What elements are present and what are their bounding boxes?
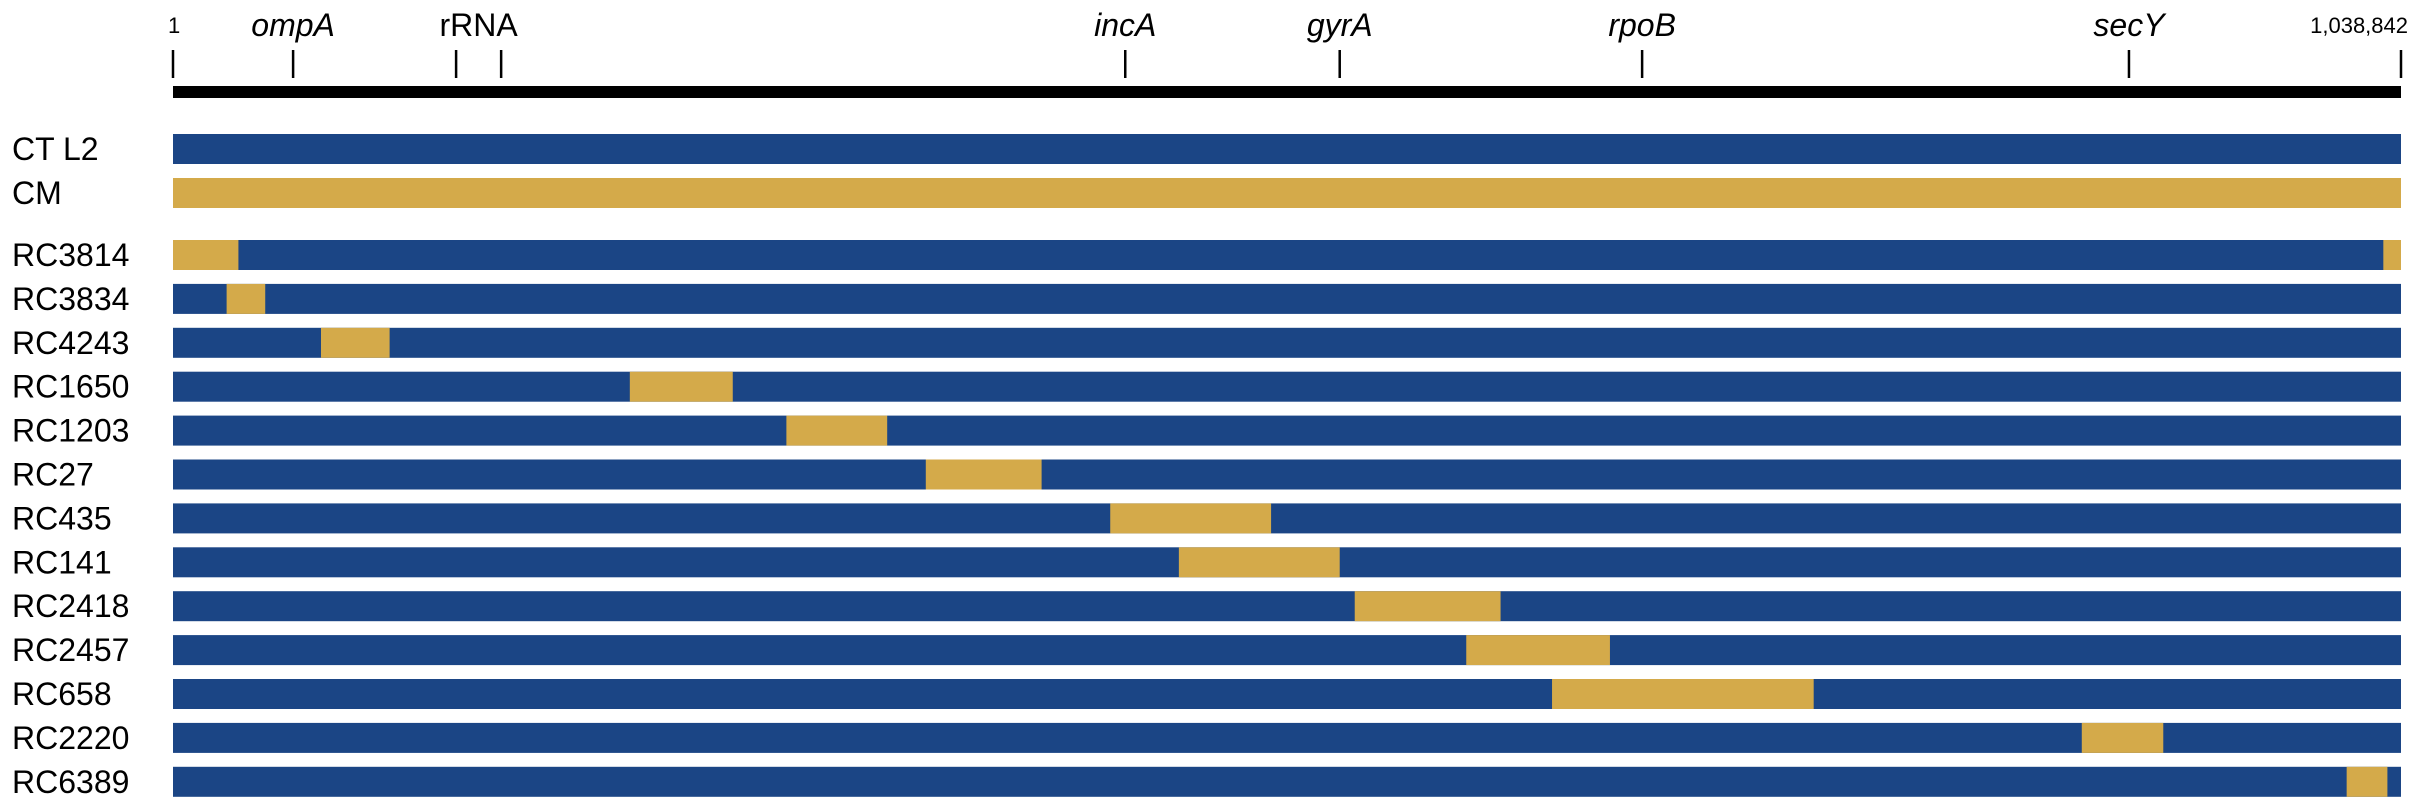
locus-incA: incA <box>1094 7 1156 78</box>
track-rc435: RC435 <box>12 500 2401 536</box>
track-bar <box>173 283 2401 314</box>
track-rc2220: RC2220 <box>12 720 2401 756</box>
track-bar <box>173 635 2401 666</box>
recombinant-segment <box>1178 547 1340 578</box>
track-rc3834: RC3834 <box>12 281 2401 317</box>
track-rc3814: RC3814 <box>12 237 2401 273</box>
genome-end-label: 1,038,842 <box>2310 13 2408 38</box>
track-bar <box>173 240 2401 270</box>
locus-label: rRNA <box>440 7 519 43</box>
locus-label: incA <box>1094 7 1156 43</box>
genome-axis-bar <box>173 86 2401 98</box>
track-label: RC435 <box>12 500 112 536</box>
track-rc1203: RC1203 <box>12 413 2401 449</box>
track-label: RC27 <box>12 457 94 493</box>
recombinant-segment <box>1110 503 1272 534</box>
track-rc2418: RC2418 <box>12 588 2401 624</box>
recombinant-segment <box>925 459 1042 490</box>
recombinant-segment <box>2081 722 2164 753</box>
track-label: RC141 <box>12 544 112 580</box>
locus-label: ompA <box>251 7 335 43</box>
track-rc658: RC658 <box>12 676 2401 712</box>
track-bar <box>173 415 2401 446</box>
track-cm: CM <box>12 175 2401 211</box>
locus-rRNA: rRNA <box>440 7 519 78</box>
gene-markers: ompA rRNA incA gyrA rpoB secY <box>251 7 2167 78</box>
locus-label: gyrA <box>1307 7 1373 43</box>
strain-tracks: CT L2 CM RC3814 RC3834 RC4243 RC1650 RC1203 RC2… <box>12 131 2401 800</box>
recombinant-segment <box>1552 679 1814 709</box>
recombinant-segment <box>2346 766 2388 797</box>
track-bar <box>173 327 2401 358</box>
locus-label: secY <box>2093 7 2167 43</box>
track-bar <box>173 459 2401 490</box>
track-bar <box>173 503 2401 534</box>
recombinant-segment <box>629 371 733 402</box>
track-label: RC3834 <box>12 281 129 317</box>
track-ct-l2: CT L2 <box>12 131 2401 167</box>
track-rc4243: RC4243 <box>12 325 2401 361</box>
track-bar <box>173 591 2401 622</box>
track-rc27: RC27 <box>12 457 2401 493</box>
track-bar <box>173 134 2401 164</box>
track-label: RC1650 <box>12 369 129 405</box>
track-rc6389: RC6389 <box>12 764 2401 800</box>
locus-rpoB: rpoB <box>1608 7 1676 78</box>
track-label: RC2220 <box>12 720 129 756</box>
recombinant-segment <box>1354 591 1501 622</box>
track-label: CT L2 <box>12 131 99 167</box>
locus-gyrA: gyrA <box>1307 7 1373 78</box>
genome-start-label: 1 <box>168 13 180 38</box>
track-label: CM <box>12 175 62 211</box>
recombinant-segment <box>2383 240 2401 270</box>
locus-label: rpoB <box>1608 7 1676 43</box>
track-label: RC1203 <box>12 413 129 449</box>
track-label: RC4243 <box>12 325 129 361</box>
recombinant-segment <box>320 327 390 358</box>
track-label: RC658 <box>12 676 112 712</box>
track-rc2457: RC2457 <box>12 632 2401 668</box>
track-label: RC2457 <box>12 632 129 668</box>
locus-ompA: ompA <box>251 7 335 78</box>
track-bar <box>173 722 2401 753</box>
track-rc141: RC141 <box>12 544 2401 580</box>
recombinant-segment <box>226 283 266 314</box>
track-bar <box>173 371 2401 402</box>
recombinant-segment <box>1466 635 1610 666</box>
track-rc1650: RC1650 <box>12 369 2401 405</box>
locus-secY: secY <box>2093 7 2167 78</box>
track-label: RC2418 <box>12 588 129 624</box>
track-label: RC6389 <box>12 764 129 800</box>
genome-axis: 1 1,038,842 <box>168 13 2408 98</box>
recombinant-segment <box>786 415 888 446</box>
track-label: RC3814 <box>12 237 129 273</box>
recombinant-segment <box>173 240 239 270</box>
track-bar <box>173 178 2401 208</box>
track-bar <box>173 766 2401 797</box>
track-bar <box>173 679 2401 709</box>
